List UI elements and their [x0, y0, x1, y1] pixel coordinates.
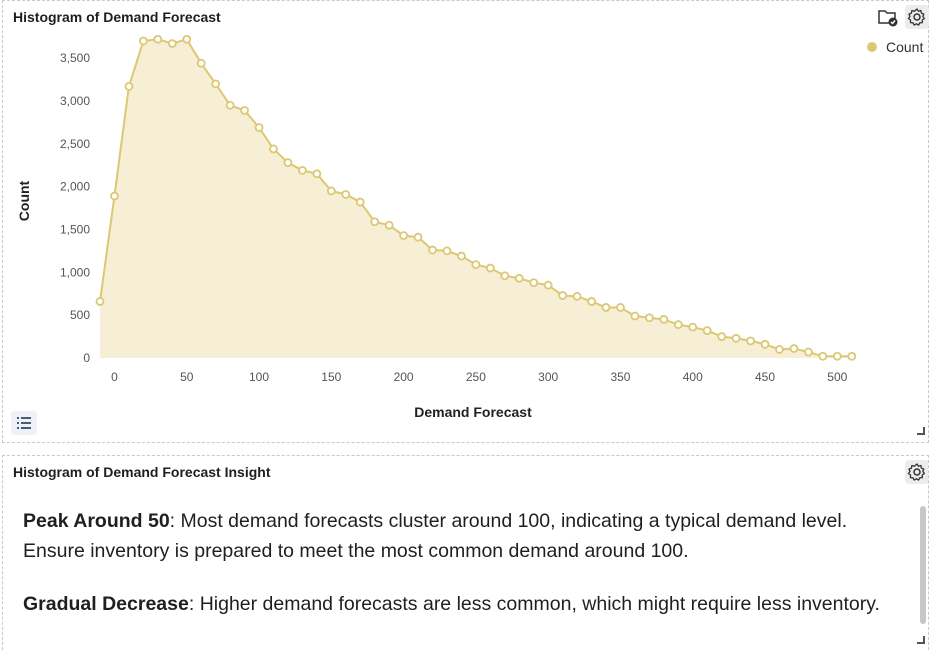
data-point — [616, 303, 625, 312]
data-point — [283, 158, 293, 168]
data-point — [399, 231, 409, 240]
data-point — [500, 271, 510, 281]
gear-icon[interactable] — [905, 460, 928, 484]
x-tick-label: 300 — [538, 370, 558, 384]
data-point — [384, 220, 394, 230]
data-point — [630, 311, 640, 321]
resize-icon[interactable] — [917, 636, 925, 644]
data-point — [240, 105, 249, 115]
data-point — [775, 345, 784, 354]
insight-description: : Most demand forecasts cluster around 1… — [23, 510, 848, 562]
data-point — [832, 351, 842, 361]
x-tick-label: 50 — [180, 370, 194, 384]
chart-panel: Histogram of Demand Forecast 0 500 1,000 1,… — [2, 0, 929, 443]
data-point — [543, 280, 553, 290]
data-point — [95, 297, 105, 306]
data-point — [514, 273, 524, 283]
data-point — [760, 339, 770, 349]
chart: 0 500 1,000 1,500 2,000 2,500 3,000 3,500 0 50 100… — [16, 34, 923, 420]
data-point — [297, 165, 307, 175]
data-point — [688, 322, 698, 332]
data-point — [153, 34, 163, 44]
data-point — [428, 245, 437, 255]
resize-icon[interactable] — [917, 427, 925, 435]
data-point — [355, 197, 365, 207]
y-tick-label: 2,500 — [60, 137, 90, 151]
insight-panel-title: Histogram of Demand Forecast Insight — [13, 464, 271, 480]
data-point — [659, 315, 669, 324]
data-point — [442, 246, 452, 256]
legend-label: Count — [886, 39, 923, 55]
chart-panel-title: Histogram of Demand Forecast — [13, 9, 221, 25]
x-axis-title: Demand Forecast — [414, 404, 532, 420]
insight-text: Peak Around 50: Most demand forecasts cl… — [23, 506, 903, 642]
data-point — [847, 351, 857, 361]
insight-item: Peak Around 50: Most demand forecasts cl… — [23, 506, 903, 566]
y-tick-label: 3,000 — [60, 94, 90, 108]
y-axis-title: Count — [16, 180, 32, 221]
data-point — [601, 303, 611, 312]
data-point — [457, 251, 466, 261]
data-point — [124, 82, 134, 91]
y-tick-label: 0 — [83, 351, 90, 365]
scrollbar[interactable] — [920, 506, 926, 624]
series-area — [100, 39, 852, 358]
data-point — [312, 169, 322, 179]
data-point — [529, 278, 539, 288]
data-point — [182, 34, 192, 44]
data-point — [167, 39, 177, 48]
gear-icon[interactable] — [905, 5, 929, 29]
data-point — [587, 297, 596, 306]
insight-panel: Histogram of Demand Forecast Insight Pea… — [2, 455, 929, 650]
insight-item: Gradual Decrease: Higher demand forecast… — [23, 589, 903, 619]
x-tick-label: 200 — [394, 370, 414, 384]
x-tick-label: 500 — [827, 370, 847, 384]
y-tick-label: 3,500 — [60, 51, 90, 65]
data-point — [818, 351, 828, 361]
data-point — [558, 291, 568, 300]
data-point — [471, 260, 481, 270]
data-point — [196, 58, 206, 68]
data-point — [341, 189, 351, 199]
data-point — [254, 123, 264, 132]
x-tick-label: 100 — [249, 370, 269, 384]
data-point — [731, 333, 741, 343]
folder-check-icon[interactable] — [876, 5, 900, 29]
x-tick-label: 0 — [111, 370, 118, 384]
x-tick-label: 250 — [466, 370, 486, 384]
y-tick-label: 500 — [70, 308, 90, 322]
data-point — [211, 79, 221, 89]
list-icon[interactable] — [11, 411, 37, 435]
x-tick-label: 400 — [683, 370, 703, 384]
x-tick-label: 350 — [610, 370, 630, 384]
data-point — [326, 186, 336, 196]
data-point — [370, 217, 380, 227]
data-point — [717, 332, 727, 341]
insight-description: : Higher demand forecasts are less commo… — [188, 593, 880, 615]
data-point — [702, 326, 712, 335]
y-tick-label: 2,000 — [60, 180, 90, 194]
data-point — [644, 313, 654, 323]
data-point — [413, 232, 423, 242]
data-point — [673, 320, 683, 329]
data-point — [269, 144, 278, 154]
data-point — [138, 36, 148, 46]
data-point — [110, 191, 119, 201]
x-tick-label: 450 — [755, 370, 775, 384]
data-point — [746, 336, 755, 346]
data-point — [804, 347, 813, 357]
data-point — [485, 263, 495, 273]
y-tick-label: 1,000 — [60, 265, 90, 279]
legend-marker — [867, 42, 877, 52]
data-point — [572, 291, 582, 301]
x-tick-label: 150 — [321, 370, 341, 384]
insight-heading: Gradual Decrease — [23, 593, 189, 615]
y-tick-label: 1,500 — [60, 222, 90, 236]
insight-heading: Peak Around 50 — [23, 510, 170, 532]
data-point — [225, 100, 235, 110]
data-point — [789, 344, 799, 353]
